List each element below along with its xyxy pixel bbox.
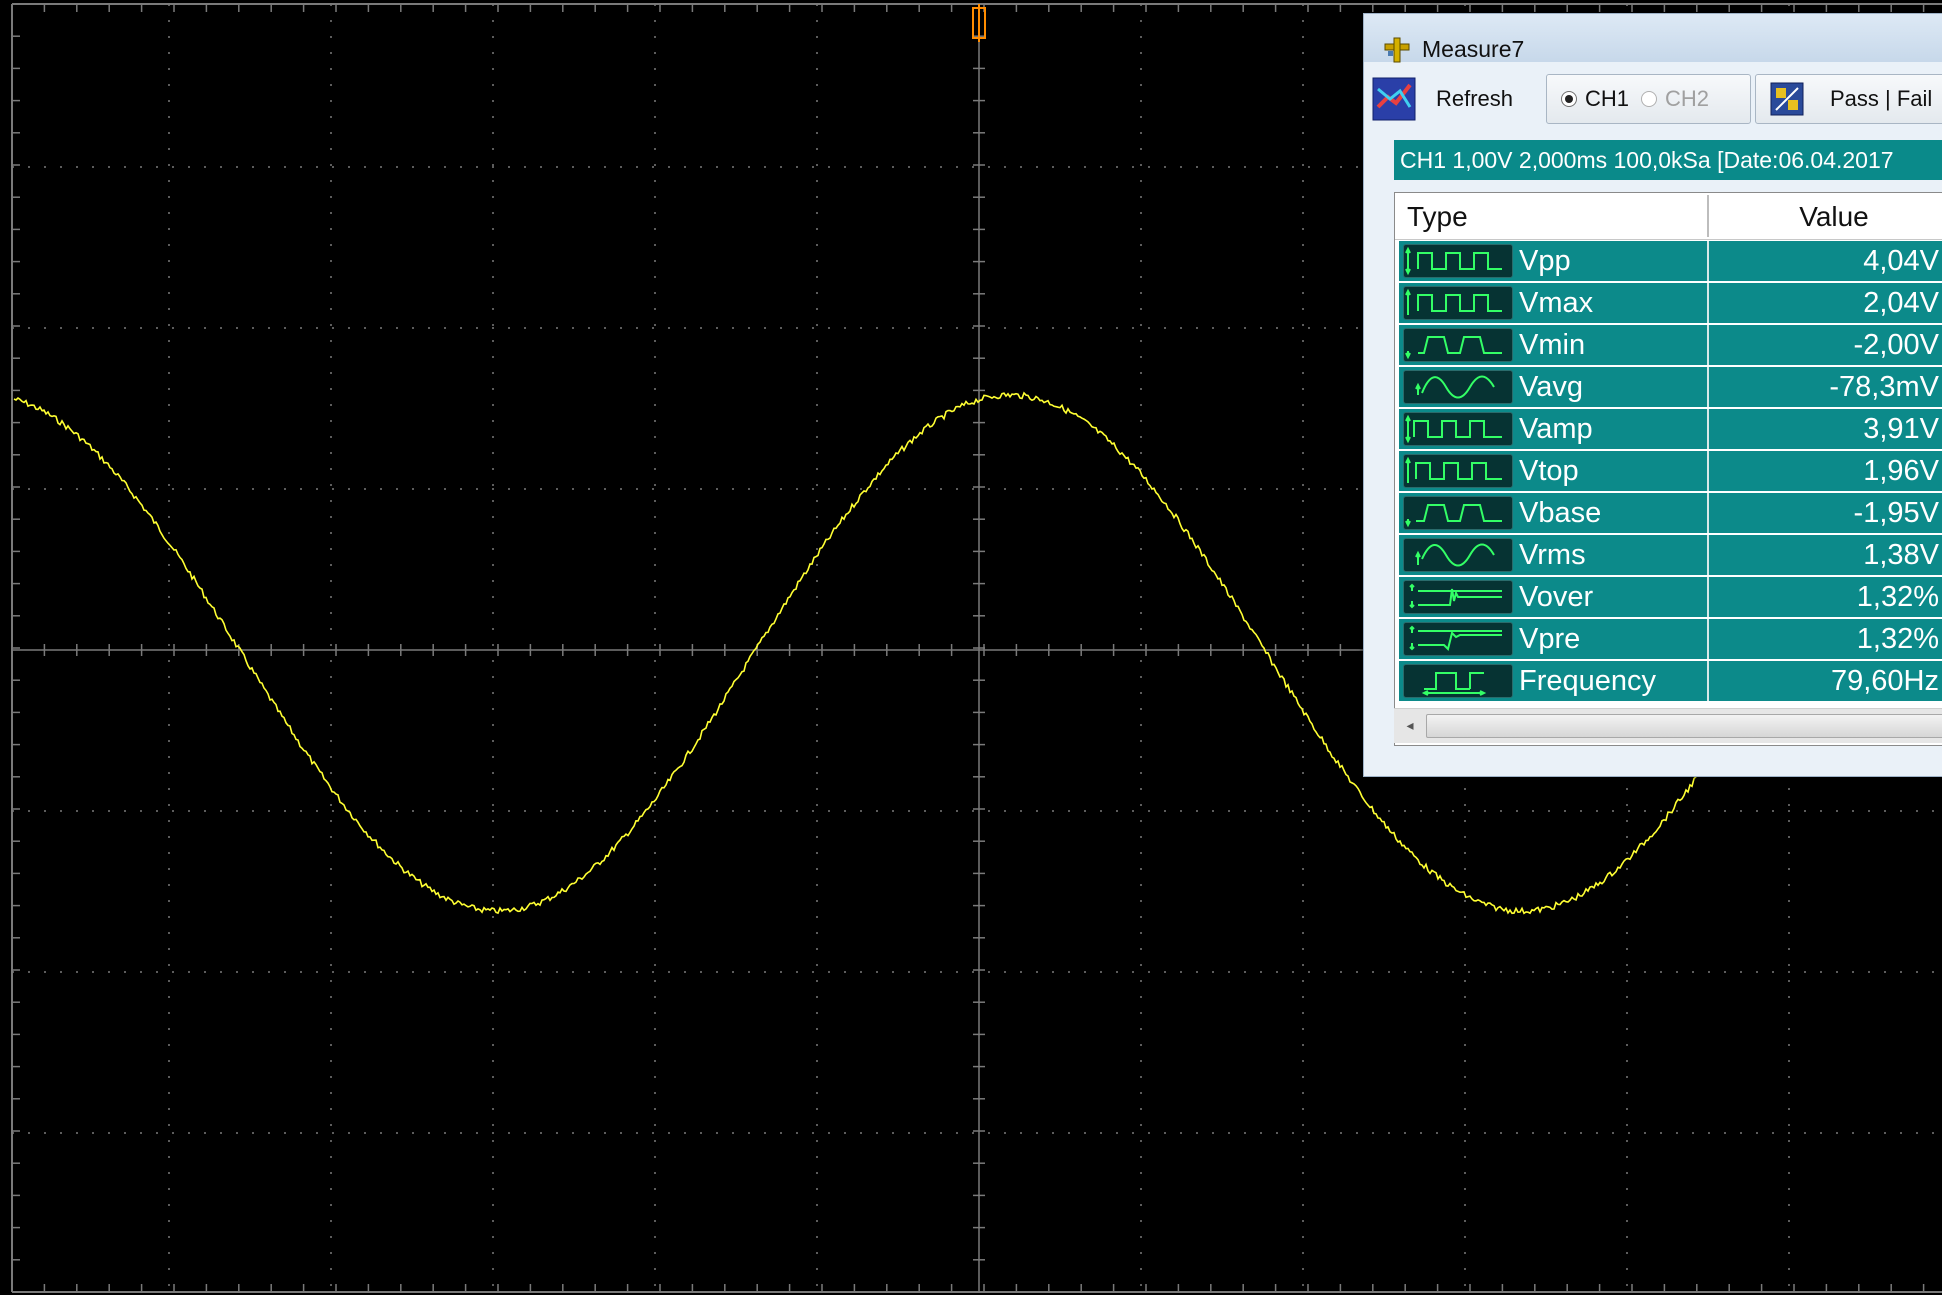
cell-separator [1707, 241, 1709, 281]
cell-separator [1707, 367, 1709, 407]
measurement-type: Vpre [1519, 623, 1581, 655]
table-row[interactable]: Vavg -78,3mV [1399, 367, 1942, 407]
measurement-value: 1,32% [1856, 623, 1939, 655]
window-titlebar[interactable]: Measure7 [1364, 14, 1942, 63]
cell-separator [1707, 535, 1709, 575]
cell-separator [1707, 283, 1709, 323]
refresh-label: Refresh [1436, 86, 1514, 111]
horizontal-scrollbar[interactable]: ◂ [1394, 708, 1942, 743]
vmin-icon-glyph [1405, 336, 1502, 360]
column-header-value[interactable]: Value [1799, 201, 1869, 232]
measurement-type: Vrms [1519, 539, 1586, 571]
table-row[interactable]: Vmin -2,00V [1399, 325, 1942, 365]
vpre-icon-glyph [1409, 625, 1502, 651]
measure-window: Measure7 Refresh CH1 CH2 Pass | Fail [1363, 13, 1942, 777]
measurement-value: 2,04V [1863, 287, 1939, 319]
cell-separator [1707, 451, 1709, 491]
vmin-icon [1403, 328, 1513, 362]
measurement-value: 4,04V [1863, 245, 1939, 277]
table-row[interactable]: Vamp 3,91V [1399, 409, 1942, 449]
vrms-icon-glyph [1415, 543, 1495, 567]
pass-fail-label: Pass | Fail [1830, 86, 1933, 111]
vmax-icon-glyph [1405, 288, 1502, 315]
vpp-icon [1403, 244, 1513, 278]
refresh-button[interactable]: Refresh [1372, 74, 1550, 124]
vavg-icon [1403, 370, 1513, 404]
measurement-value: 79,60Hz [1830, 665, 1939, 697]
measurement-value: -2,00V [1853, 329, 1939, 361]
cell-separator [1707, 577, 1709, 617]
measurement-value: 1,32% [1856, 581, 1939, 613]
trigger-marker[interactable] [972, 4, 986, 42]
vamp-icon [1403, 412, 1513, 446]
scroll-left-icon[interactable]: ◂ [1406, 717, 1414, 733]
measurement-value: -1,95V [1853, 497, 1939, 529]
refresh-icon [1372, 77, 1416, 121]
measurement-type: Frequency [1519, 665, 1657, 697]
measurement-type: Vpp [1519, 245, 1571, 277]
ch2-radio[interactable] [1641, 91, 1658, 107]
measurement-type: Vamp [1519, 413, 1593, 445]
channel-selector: CH1 CH2 [1546, 74, 1751, 124]
table-row[interactable]: Vbase -1,95V [1399, 493, 1942, 533]
measurement-value: -78,3mV [1829, 371, 1939, 403]
ch1-radio[interactable] [1561, 91, 1577, 107]
measurement-value: 1,38V [1863, 539, 1939, 571]
channel-info-bar: CH1 1,00V 2,000ms 100,0kSa [Date:06.04.2… [1394, 140, 1942, 180]
frequency-icon-glyph [1421, 672, 1487, 696]
cell-separator [1707, 325, 1709, 365]
measure-toolbar: Refresh CH1 CH2 Pass | Fail [1364, 66, 1942, 138]
measure-window-icon [1384, 37, 1410, 63]
measurement-type: Vover [1519, 581, 1594, 613]
column-separator[interactable] [1707, 195, 1709, 237]
window-title: Measure7 [1422, 36, 1525, 62]
measurement-type: Vmax [1519, 287, 1594, 319]
measurement-type: Vavg [1519, 371, 1583, 403]
vmax-icon [1403, 286, 1513, 320]
cell-separator [1707, 409, 1709, 449]
table-row[interactable]: Frequency 79,60Hz [1399, 661, 1942, 701]
pass-fail-button[interactable]: Pass | Fail [1755, 74, 1942, 124]
column-header-type[interactable]: Type [1407, 201, 1468, 232]
measurement-table: Type Value Vpp 4,04V Vmax 2,04V Vmin -2,00V Va… [1394, 192, 1942, 746]
ch2-label[interactable]: CH2 [1665, 86, 1710, 111]
measurement-type: Vmin [1519, 329, 1586, 361]
vtop-icon-glyph [1405, 456, 1502, 483]
ch1-label[interactable]: CH1 [1585, 86, 1630, 111]
cell-separator [1707, 661, 1709, 701]
vamp-icon-glyph [1405, 414, 1502, 444]
cell-separator [1707, 493, 1709, 533]
measurement-type: Vtop [1519, 455, 1579, 487]
table-row[interactable]: Vtop 1,96V [1399, 451, 1942, 491]
measurement-type: Vbase [1519, 497, 1602, 529]
table-row[interactable]: Vpre 1,32% [1399, 619, 1942, 659]
vrms-icon [1403, 538, 1513, 572]
table-row[interactable]: Vrms 1,38V [1399, 535, 1942, 575]
vpre-icon [1403, 622, 1513, 656]
vover-icon [1403, 580, 1513, 614]
vbase-icon [1403, 496, 1513, 530]
table-header: Type Value [1395, 193, 1942, 240]
vtop-icon [1403, 454, 1513, 488]
table-row[interactable]: Vmax 2,04V [1399, 283, 1942, 323]
cell-separator [1707, 619, 1709, 659]
measurement-rows: Vpp 4,04V Vmax 2,04V Vmin -2,00V Vavg -78,3mV Va… [1399, 241, 1942, 703]
scrollbar-thumb[interactable] [1426, 714, 1942, 738]
frequency-icon [1403, 664, 1513, 698]
measurement-value: 1,96V [1863, 455, 1939, 487]
measurement-value: 3,91V [1863, 413, 1939, 445]
pass-fail-icon [1770, 82, 1804, 116]
signal-trace [13, 391, 1942, 915]
table-row[interactable]: Vpp 4,04V [1399, 241, 1942, 281]
vover-icon-glyph [1409, 583, 1502, 609]
vbase-icon-glyph [1405, 504, 1502, 528]
vavg-icon-glyph [1415, 375, 1495, 399]
table-row[interactable]: Vover 1,32% [1399, 577, 1942, 617]
vpp-icon-glyph [1405, 246, 1502, 276]
